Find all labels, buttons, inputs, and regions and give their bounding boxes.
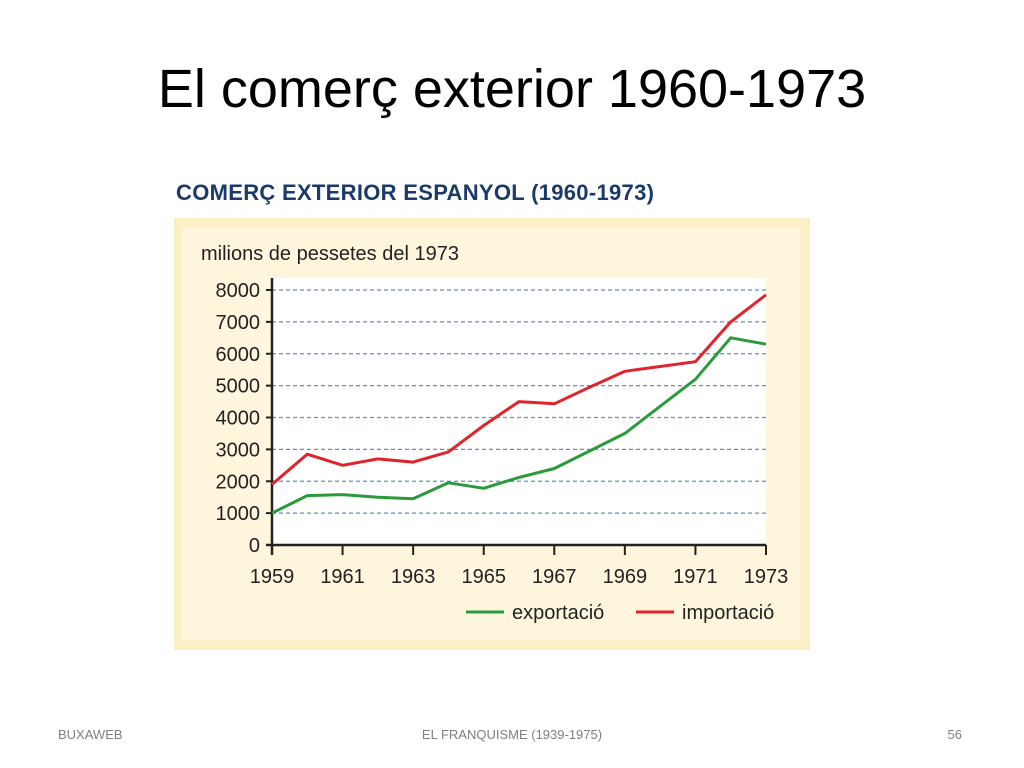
x-tick-label: 1959 [250,566,295,588]
y-tick-label: 6000 [216,344,261,366]
x-tick-label: 1971 [673,566,718,588]
x-tick-label: 1967 [532,566,577,588]
x-tick-label: 1963 [391,566,436,588]
plot-background [272,278,766,545]
y-tick-label: 1000 [216,503,261,525]
series-line-exportacio [271,336,767,515]
series-line-importacio [271,293,767,486]
footer-source: BUXAWEB [58,727,123,742]
y-tick-label: 2000 [216,471,261,493]
page-number: 56 [947,727,962,742]
y-tick-label: 8000 [216,280,261,302]
x-tick-label: 1965 [461,566,506,588]
legend-label: exportació [512,602,604,624]
y-axis-unit-label: milions de pessetes del 1973 [201,243,459,265]
x-tick-label: 1961 [320,566,365,588]
y-tick-label: 4000 [216,408,261,430]
slide-title: El comerç exterior 1960-1973 [157,59,867,119]
x-tick-label: 1969 [603,566,648,588]
footer-topic: EL FRANQUISME (1939-1975) [421,727,603,742]
chart-title: COMERÇ EXTERIOR ESPANYOL (1960-1973) [176,180,655,205]
y-tick-label: 0 [249,535,260,557]
y-tick-label: 5000 [216,376,261,398]
x-tick-label: 1973 [744,566,789,588]
y-tick-label: 7000 [216,312,261,334]
y-tick-label: 3000 [216,439,261,461]
legend-label: importació [682,602,774,624]
